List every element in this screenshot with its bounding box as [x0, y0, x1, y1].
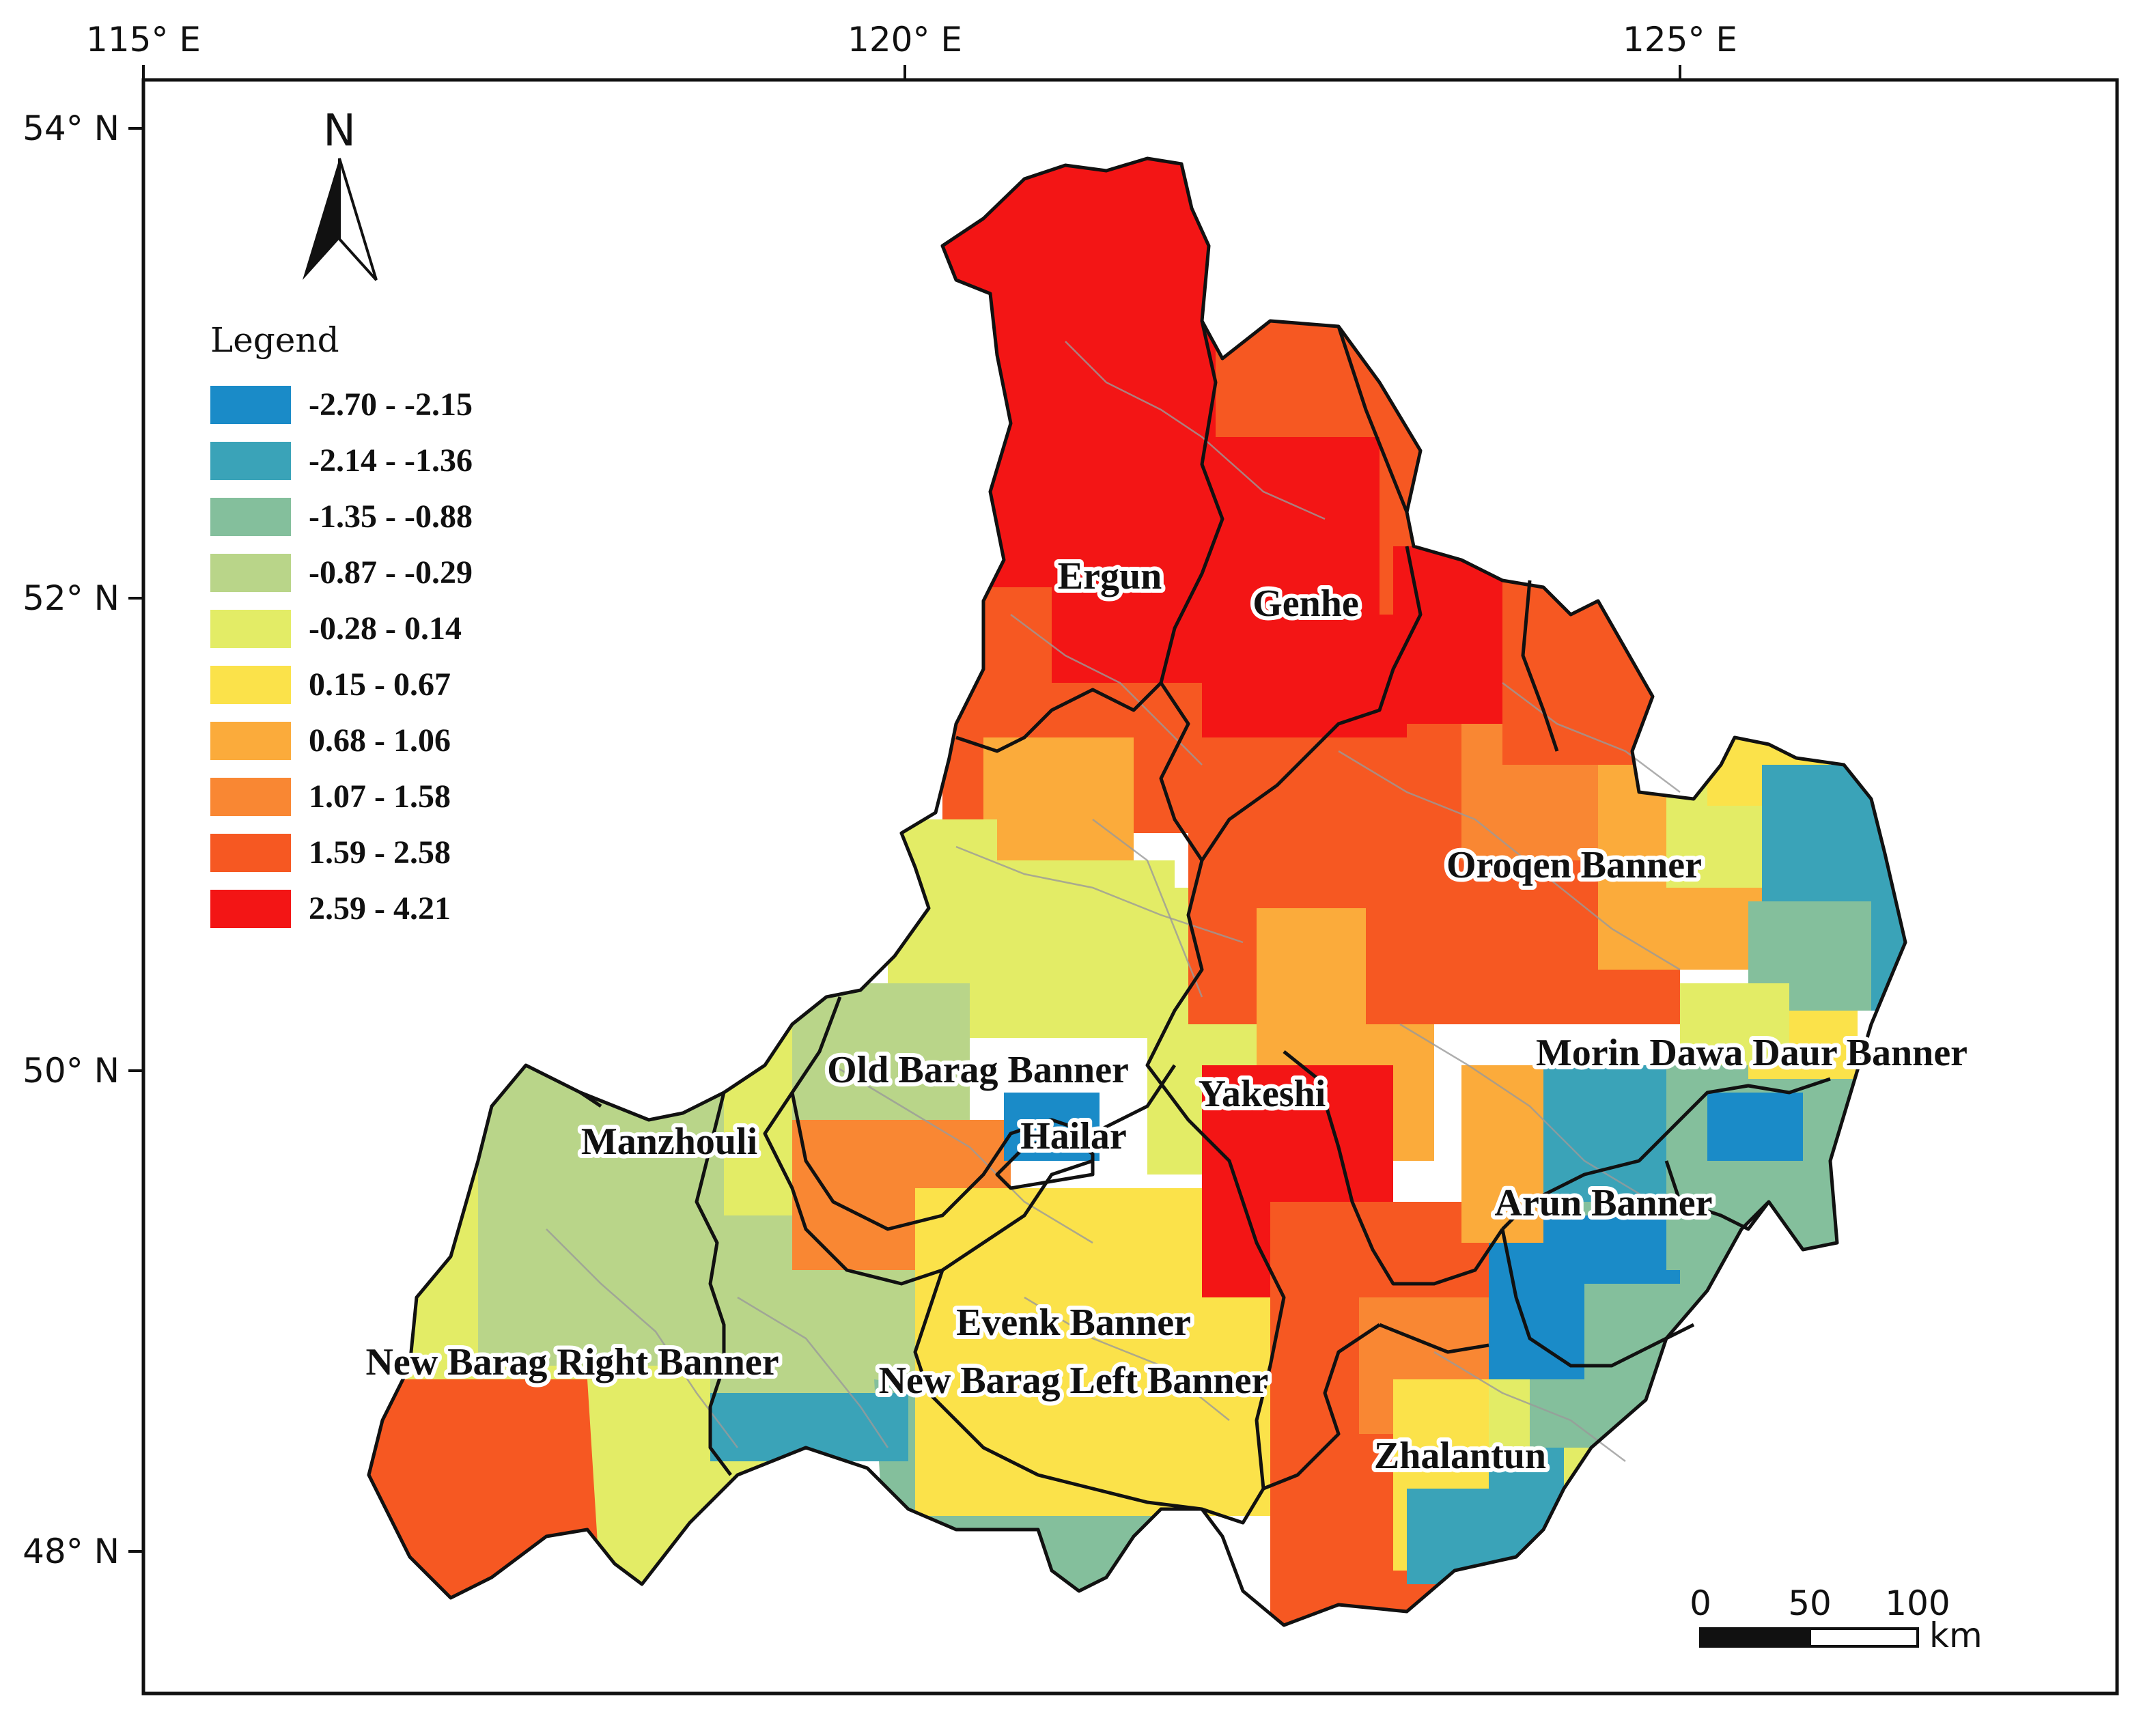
legend-swatch-6: [210, 722, 291, 760]
label-yakeshi: Yakeshi: [1199, 1073, 1326, 1115]
zone-45: [942, 158, 1216, 683]
scale-segment-black: [1700, 1629, 1810, 1646]
north-arrow: N: [303, 106, 378, 281]
north-arrow-right: [338, 158, 378, 281]
legend-swatch-9: [210, 890, 291, 928]
zone-43: [1393, 546, 1530, 724]
zone-4: [710, 1393, 908, 1461]
lon-label-120: 120° E: [848, 20, 962, 59]
legend-label-5: 0.15 - 0.67: [309, 666, 451, 703]
label-new-barag-left: New Barag Left Banner: [879, 1360, 1269, 1402]
scale-outline: [1699, 1627, 1919, 1648]
legend-label-2: -1.35 - -0.88: [309, 498, 473, 535]
legend-label-7: 1.07 - 1.58: [309, 778, 451, 815]
zone-10: [1004, 1093, 1100, 1161]
label-arun: Arun Banner: [1495, 1182, 1713, 1224]
label-old-barag: Old Barag Banner: [827, 1049, 1129, 1091]
zone-25: [1530, 1065, 1680, 1202]
legend-label-8: 1.59 - 2.58: [309, 834, 451, 871]
graticule-ticks: [128, 65, 1681, 1553]
label-evenk: Evenk Banner: [956, 1302, 1191, 1344]
legend: Legend -2.70 - -2.15 -2.14 - -1.36 -1.35 -…: [210, 320, 473, 928]
zone-42: [1202, 615, 1407, 737]
lat-label-52: 52° N: [23, 578, 120, 618]
zone-39: [1680, 983, 1789, 1065]
north-letter: N: [323, 106, 356, 156]
scale-tick-100: 100: [1885, 1584, 1950, 1623]
zone-28: [1461, 1134, 1543, 1243]
legend-label-6: 0.68 - 1.06: [309, 722, 451, 759]
label-new-barag-right: New Barag Right Banner: [365, 1341, 779, 1383]
zone-23: [1489, 1215, 1584, 1379]
zone-5: [369, 1379, 601, 1598]
legend-swatch-4: [210, 610, 291, 648]
zone-50: [929, 860, 1175, 970]
scale-unit: km: [1929, 1616, 1983, 1655]
graticule-labels: 115° E 120° E 125° E 54° N 52° N 50° N 4…: [23, 20, 1737, 1571]
label-ergun: Ergun: [1058, 555, 1162, 597]
label-manzhouli: Manzhouli: [581, 1121, 757, 1163]
legend-swatch-3: [210, 554, 291, 592]
legend-swatch-2: [210, 498, 291, 536]
scale-tick-50: 50: [1788, 1584, 1832, 1623]
lon-label-115: 115° E: [86, 20, 201, 59]
legend-swatch-1: [210, 442, 291, 480]
place-labels: Ergun Genhe Oroqen Banner Morin Dawa Dau…: [361, 551, 1972, 1481]
lat-label-48: 48° N: [23, 1532, 120, 1571]
zone-9: [915, 1188, 1270, 1516]
legend-swatch-7: [210, 778, 291, 816]
zone-1: [478, 1065, 724, 1366]
legend-items: -2.70 - -2.15 -2.14 - -1.36 -1.35 - -0.88 -…: [210, 386, 473, 928]
legend-title: Legend: [210, 320, 339, 360]
scale-tick-0: 0: [1690, 1584, 1711, 1623]
zone-30: [1707, 1093, 1803, 1161]
legend-label-3: -0.87 - -0.29: [309, 554, 473, 591]
north-arrow-left: [303, 158, 339, 280]
legend-label-1: -2.14 - -1.36: [309, 442, 473, 479]
banner-boundaries: [367, 156, 1907, 1627]
scale-bar: 0 50 100 km: [1690, 1584, 1983, 1655]
choropleth-zones: [369, 158, 1905, 1625]
legend-swatch-8: [210, 834, 291, 872]
legend-label-9: 2.59 - 4.21: [309, 890, 451, 927]
zone-24: [1571, 1215, 1680, 1284]
legend-swatch-5: [210, 666, 291, 704]
label-genhe: Genhe: [1252, 582, 1359, 625]
zone-21: [1489, 1448, 1564, 1530]
label-oroqen: Oroqen Banner: [1446, 844, 1702, 886]
legend-label-4: -0.28 - 0.14: [309, 610, 462, 647]
lat-label-54: 54° N: [23, 109, 120, 148]
map-frame: [141, 78, 2119, 1696]
zone-7: [792, 983, 970, 1161]
scale-segment-white: [1808, 1627, 1919, 1648]
zone-41: [1188, 437, 1380, 615]
legend-swatch-0: [210, 386, 291, 424]
lat-label-50: 50° N: [23, 1051, 120, 1091]
label-zhalantun: Zhalantun: [1374, 1435, 1546, 1477]
label-hailar: Hailar: [1020, 1115, 1127, 1157]
lon-label-125: 125° E: [1623, 20, 1737, 59]
label-morin: Morin Dawa Daur Banner: [1536, 1032, 1968, 1074]
legend-label-0: -2.70 - -2.15: [309, 386, 473, 423]
